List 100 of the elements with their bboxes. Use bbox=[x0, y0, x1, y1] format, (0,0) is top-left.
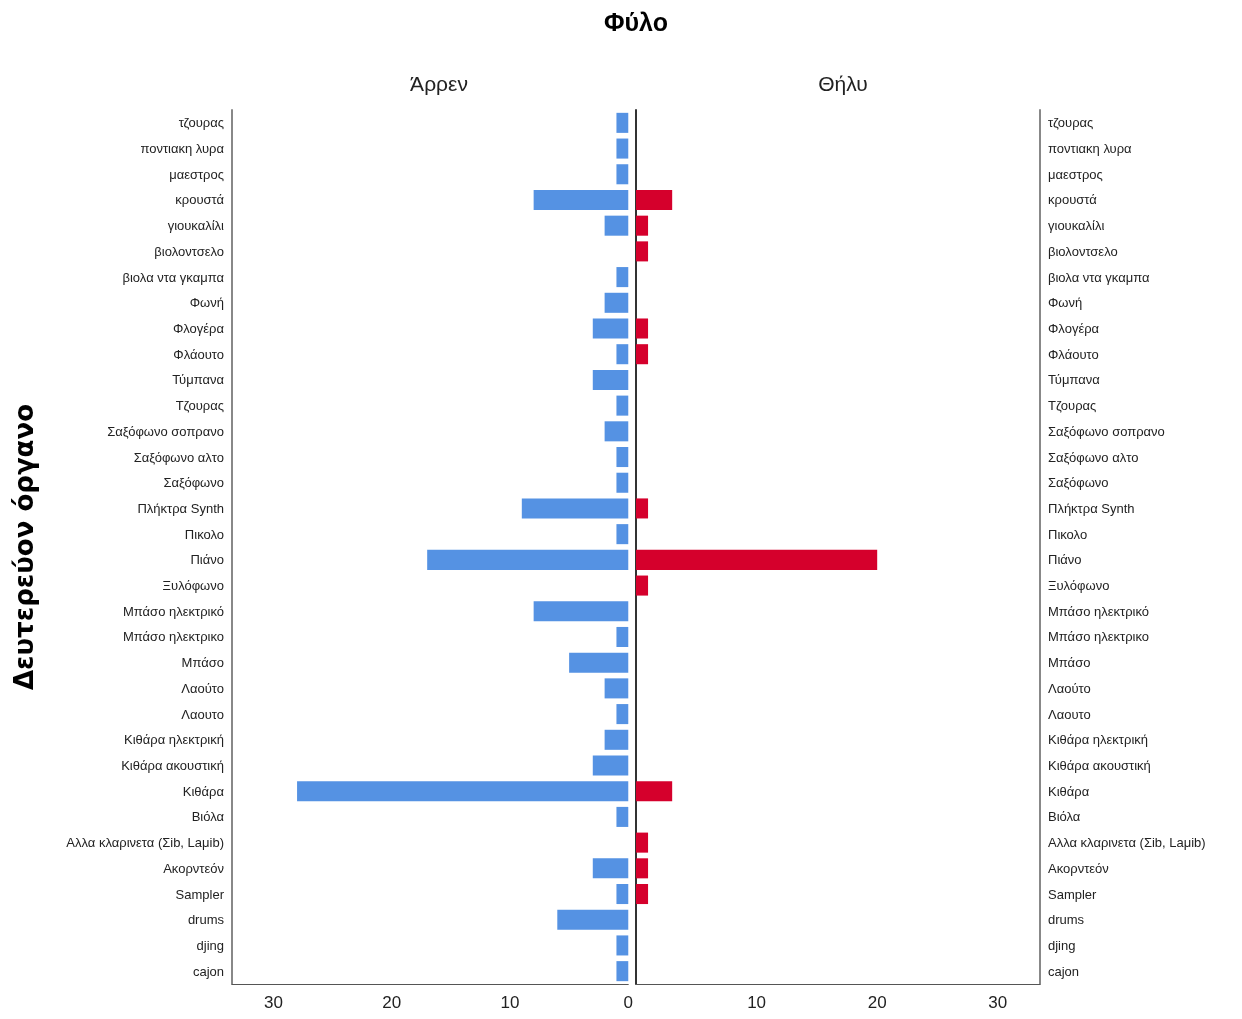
bar bbox=[616, 472, 629, 493]
bar bbox=[616, 806, 629, 827]
bar bbox=[604, 215, 629, 236]
y-tick-label: Σαξόφωνο αλτο bbox=[1048, 449, 1139, 465]
x-tick-label: 20 bbox=[382, 993, 402, 1012]
y-tick-label: Τζουρας bbox=[175, 398, 224, 414]
y-tick-label: Φλάουτο bbox=[1048, 346, 1099, 362]
y-tick-label: Φωνή bbox=[1048, 295, 1083, 311]
y-tick-label: Φλογέρα bbox=[1048, 321, 1100, 336]
y-tick-label: ποντιακη λυρα bbox=[140, 141, 225, 157]
y-tick-label: Σαξόφωνο bbox=[1048, 475, 1109, 491]
bar bbox=[636, 832, 649, 853]
bar bbox=[569, 652, 629, 673]
bar bbox=[636, 781, 673, 802]
x-tick-label: 20 bbox=[867, 993, 887, 1012]
bar bbox=[636, 241, 649, 262]
bar bbox=[604, 421, 629, 442]
y-tick-label: βιολα ντα γκαμπα bbox=[1048, 269, 1150, 285]
y-tick-label: Πιάνο bbox=[1048, 552, 1082, 568]
y-tick-label: βιολα ντα γκαμπα bbox=[122, 269, 225, 285]
bar bbox=[636, 575, 649, 596]
y-tick-label: Μπάσο ηλεκτρικό bbox=[122, 603, 224, 619]
y-tick-label: Αλλα κλαρινετα (Σib, Laμib) bbox=[1048, 835, 1206, 851]
bar bbox=[297, 781, 629, 802]
y-tick-label: Ακορντεόν bbox=[1048, 860, 1109, 876]
y-tick-label: Πλήκτρα Synth bbox=[137, 500, 224, 516]
y-tick-label: Πικολο bbox=[1048, 526, 1088, 542]
bar bbox=[636, 884, 649, 905]
y-tick-label: Σαξόφωνο σοπρανο bbox=[1048, 423, 1165, 439]
y-tick-label: κρουστά bbox=[175, 192, 225, 208]
bar bbox=[616, 112, 629, 133]
bar bbox=[533, 189, 629, 210]
bar bbox=[592, 369, 629, 390]
y-tick-label: Τύμπανα bbox=[1048, 372, 1101, 388]
x-tick-label: 30 bbox=[988, 993, 1008, 1012]
y-tick-label: γιουκαλίλι bbox=[1048, 218, 1105, 234]
bar bbox=[616, 447, 629, 468]
y-tick-label: Βιόλα bbox=[1048, 809, 1081, 825]
bar bbox=[636, 549, 878, 570]
y-tick-label: Σαξόφωνο αλτο bbox=[133, 449, 224, 465]
bar bbox=[616, 704, 629, 725]
bar bbox=[636, 318, 649, 339]
y-tick-label: Μπάσο ηλεκτρικο bbox=[122, 629, 224, 645]
chart-title: Άρρεν bbox=[410, 72, 468, 95]
y-tick-label: Φλάουτο bbox=[173, 346, 224, 362]
bar bbox=[636, 189, 673, 210]
y-tick-label: Μπάσο ηλεκτρικό bbox=[1048, 603, 1150, 619]
y-tick-label: Μπάσο ηλεκτρικο bbox=[1048, 629, 1150, 645]
y-tick-label: cajon bbox=[1048, 963, 1080, 979]
bar bbox=[616, 395, 629, 416]
y-tick-label: drums bbox=[187, 912, 225, 928]
y-tick-label: Κιθάρα ακουστική bbox=[1048, 758, 1151, 773]
y-tick-label: Πιάνο bbox=[190, 552, 224, 568]
bar bbox=[521, 498, 629, 519]
text: Φύλο bbox=[603, 8, 669, 37]
y-tick-label: τζουρας bbox=[1048, 115, 1094, 131]
y-tick-label: Λαουτο bbox=[181, 706, 224, 722]
bar bbox=[616, 344, 629, 365]
y-tick-label: ποντιακη λυρα bbox=[1048, 141, 1133, 157]
y-tick-label: Λαούτο bbox=[181, 680, 224, 696]
chart-title: Θήλυ bbox=[818, 72, 868, 95]
y-tick-label: βιολοντσελο bbox=[154, 243, 224, 259]
x-tick-label: 30 bbox=[263, 993, 283, 1012]
y-tick-label: Τζουρας bbox=[1048, 398, 1097, 414]
y-tick-label: Σαξόφωνο σοπρανο bbox=[107, 423, 224, 439]
y-tick-label: Σαξόφωνο bbox=[163, 475, 224, 491]
y-tick-label: Κιθάρα ηλεκτρική bbox=[1048, 732, 1149, 748]
bar bbox=[592, 858, 629, 879]
bar bbox=[616, 961, 629, 982]
bar bbox=[636, 858, 649, 879]
bar bbox=[636, 498, 649, 519]
y-tick-label: Κιθάρα bbox=[1048, 783, 1090, 799]
y-tick-label: Sampler bbox=[1048, 886, 1098, 902]
y-tick-label: μαεστρος bbox=[169, 166, 224, 182]
x-tick-label: 10 bbox=[500, 993, 520, 1012]
y-tick-label: Φωνή bbox=[189, 295, 224, 311]
y-tick-label: Λαούτο bbox=[1048, 680, 1091, 696]
y-tick-label: Κιθάρα bbox=[182, 783, 225, 799]
bar bbox=[616, 138, 629, 159]
y-tick-label: Πικολο bbox=[184, 526, 224, 542]
y-tick-label: Sampler bbox=[175, 886, 225, 902]
y-tick-label: djing bbox=[1048, 937, 1076, 953]
bar bbox=[616, 884, 629, 905]
y-tick-label: Κιθάρα ακουστική bbox=[121, 758, 224, 773]
bar bbox=[427, 549, 629, 570]
bar bbox=[616, 524, 629, 545]
bar bbox=[636, 215, 649, 236]
y-tick-label: βιολοντσελο bbox=[1048, 243, 1118, 259]
y-tick-label: Φλογέρα bbox=[172, 321, 225, 336]
bar bbox=[616, 267, 629, 288]
y-tick-label: Ξυλόφωνο bbox=[1048, 578, 1110, 594]
y-tick-label: μαεστρος bbox=[1048, 166, 1103, 182]
y-tick-label: Μπάσο bbox=[1048, 655, 1091, 671]
bar bbox=[592, 318, 629, 339]
y-tick-label: Μπάσο bbox=[181, 655, 224, 671]
bar bbox=[616, 164, 629, 185]
bar bbox=[557, 909, 629, 930]
y-tick-label: Πλήκτρα Synth bbox=[1048, 500, 1135, 516]
bar bbox=[604, 292, 629, 313]
bar bbox=[616, 626, 629, 647]
